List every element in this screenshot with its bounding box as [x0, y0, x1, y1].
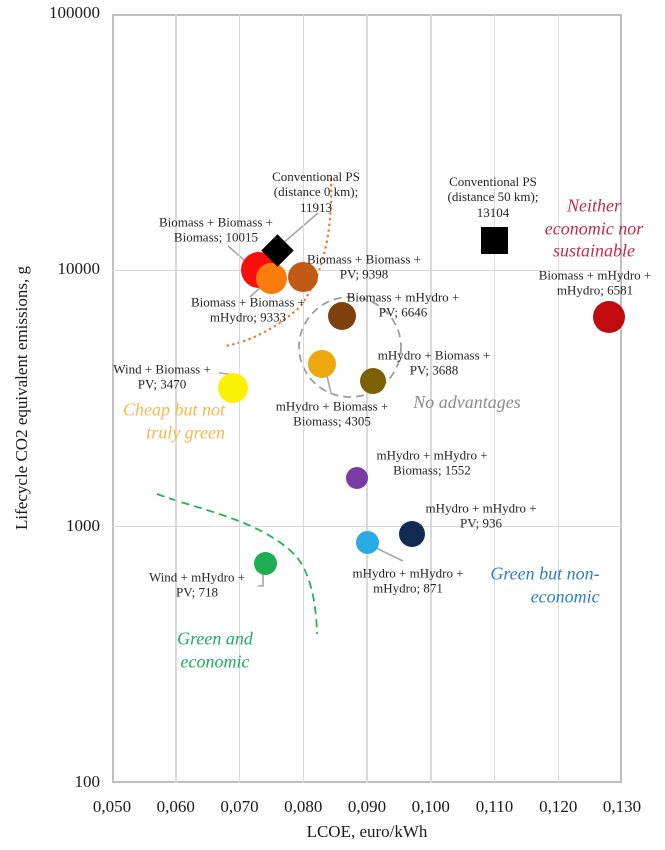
y-tick-label: 100 [74, 772, 101, 791]
region-annotation-line: Neither [566, 195, 621, 216]
x-tick-label: 0,080 [284, 797, 323, 816]
point-label-line: mHydro + Biomass + [377, 347, 491, 363]
data-point [218, 373, 249, 404]
x-axis-title: LCOE, euro/kWh [306, 822, 428, 841]
point-label-line: Conventional PS [272, 169, 360, 185]
point-label-line: 11913 [299, 199, 333, 215]
data-point [308, 350, 337, 379]
data-point [346, 466, 369, 489]
point-label: Biomass + Biomass + mHydro; 9333 [191, 295, 305, 326]
point-label: mHydro + mHydro + PV; 936 [425, 501, 536, 532]
point-label-line: PV; 936 [459, 516, 503, 531]
data-point [593, 300, 626, 333]
gridline-vertical [175, 14, 177, 783]
point-label-line: Biomass + Biomass + [307, 251, 421, 267]
point-label-line: mHydro + Biomass + [275, 398, 389, 414]
region-annotation-line: No advantages [413, 391, 521, 412]
point-label-line: PV; 3688 [409, 363, 459, 378]
point-label-line: PV; 9398 [339, 267, 389, 282]
x-tick-label: 0,060 [156, 797, 195, 816]
point-label-line: Biomass + Biomass + [159, 214, 273, 230]
region-annotation-line: economic [530, 586, 600, 606]
region-annotation-line: sustainable [552, 240, 636, 261]
point-label: Wind + Biomass + PV; 3470 [113, 362, 211, 393]
green-and-economic: Green and economic [177, 628, 253, 673]
point-label-line: Conventional PS [449, 174, 537, 190]
region-annotation-line: Green but non- [490, 563, 600, 584]
x-tick-label: 0,090 [347, 797, 387, 816]
point-label-line: mHydro; 6581 [556, 283, 634, 298]
gridline-vertical [302, 14, 304, 783]
point-label-line: Wind + Biomass + [113, 361, 211, 377]
point-label-line: mHydro + mHydro + [376, 447, 488, 463]
point-label: mHydro + Biomass + PV; 3688 [378, 348, 491, 379]
region-annotation-line: Green and [177, 628, 253, 649]
point-label: mHydro + Biomass + Biomass; 4305 [276, 399, 389, 430]
point-label-line: 13104 [476, 204, 510, 220]
x-tick-label: 0,070 [220, 797, 259, 816]
x-tick-label: 0,120 [539, 797, 578, 816]
point-label-line: PV; 718 [175, 585, 219, 600]
data-point [481, 226, 508, 254]
data-point [327, 301, 356, 330]
point-label: Conventional PS (distance 50 km); 13104 [448, 174, 539, 220]
y-tick-label: 1000 [66, 515, 100, 535]
x-tick-label: 0,130 [602, 797, 642, 816]
no-advantages: No advantages [413, 391, 521, 414]
point-label-line: Biomass; 4305 [293, 414, 371, 429]
point-label: Biomass + Biomass + Biomass; 10015 [159, 215, 273, 246]
point-label-line: mHydro + mHydro + [352, 565, 464, 581]
point-label-line: PV; 3470 [137, 377, 187, 392]
point-label: Conventional PS (distance 0 km); 11913 [272, 169, 360, 215]
data-point [398, 521, 425, 548]
x-tick-label: 0,100 [411, 797, 450, 816]
point-label-line: Biomass; 10015 [173, 230, 259, 245]
data-point [360, 368, 387, 395]
point-label-line: mHydro + mHydro + [425, 500, 537, 516]
gridline-horizontal [112, 525, 622, 528]
point-label-line: Biomass + Biomass + [191, 294, 305, 310]
point-label-line: Biomass + mHydro + [346, 289, 460, 305]
data-point [288, 262, 319, 293]
point-label-line: Biomass + mHydro + [538, 267, 652, 283]
gridline-vertical [430, 14, 432, 783]
point-label-line: Wind + mHydro + [148, 569, 246, 585]
gridline-horizontal [112, 269, 622, 272]
region-annotation-line: economic [180, 651, 250, 671]
gridline-vertical [366, 14, 368, 783]
point-label: mHydro + mHydro + Biomass; 1552 [376, 448, 487, 479]
data-point [255, 262, 287, 294]
y-tick-label: 100000 [49, 3, 100, 22]
data-point [355, 530, 379, 554]
point-label-line: mHydro; 871 [373, 581, 443, 596]
green-but-non-economic: Green but non-economic [490, 563, 599, 608]
point-label-line: (distance 0 km); [273, 184, 359, 200]
region-annotation-line: truly green [146, 422, 225, 442]
point-label: Biomass + mHydro + mHydro; 6581 [539, 268, 652, 299]
point-label-line: (distance 50 km); [447, 189, 539, 205]
point-label: Biomass + mHydro + PV; 6646 [347, 290, 460, 321]
cheap-but-not-truly-green: Cheap but not truly green [123, 399, 225, 444]
region-annotation-line: Cheap but not [123, 399, 225, 420]
neither-economic-nor-sustainable: Neither economic nor sustainable [545, 194, 643, 262]
point-label: mHydro + mHydro + mHydro; 871 [352, 566, 463, 597]
x-tick-label: 0,050 [92, 797, 132, 816]
gridline-vertical [557, 14, 559, 783]
gridline-vertical [493, 14, 496, 783]
point-label-line: mHydro; 9333 [209, 310, 287, 325]
point-label: Biomass + Biomass + PV; 9398 [307, 252, 421, 283]
y-axis-title: Lifecycle CO2 equivalent emissions, g [12, 266, 31, 530]
point-label: Wind + mHydro + PV; 718 [149, 570, 245, 601]
x-tick-label: 0,110 [475, 797, 514, 816]
data-point [253, 552, 277, 576]
point-label-line: PV; 6646 [378, 305, 428, 320]
region-annotation-line: economic nor [544, 217, 644, 238]
point-label-line: Biomass; 1552 [393, 463, 471, 478]
y-tick-label: 10000 [57, 259, 101, 279]
